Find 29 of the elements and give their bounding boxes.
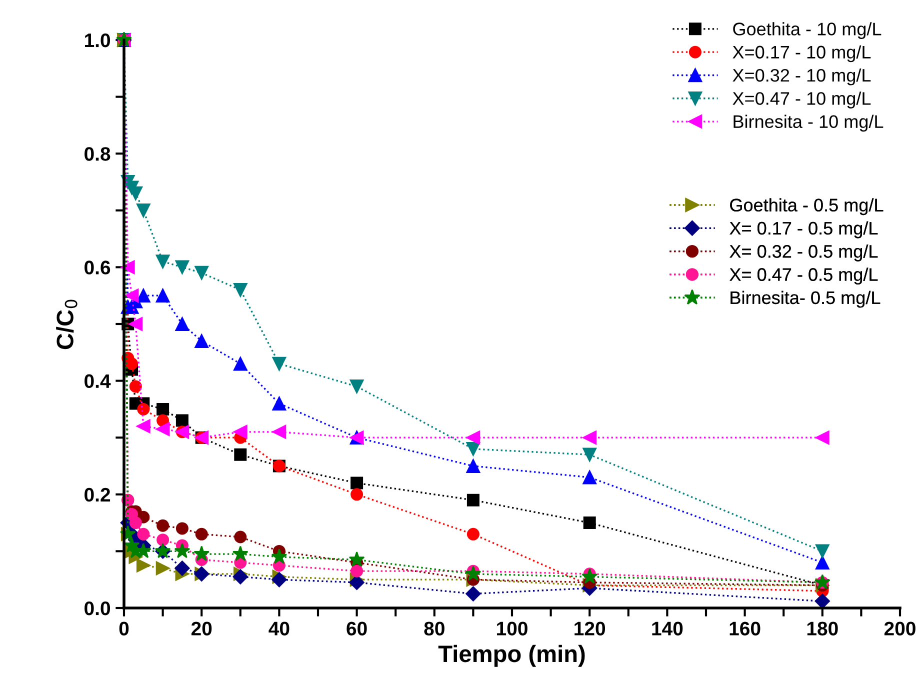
legend-label: Goethita - 0.5 mg/L (730, 198, 884, 216)
y-tick-label: 0.6 (84, 260, 110, 274)
y-tick-label: 0.8 (84, 147, 110, 161)
x-tick-label: 200 (884, 622, 916, 636)
x-tick-label: 60 (346, 622, 367, 636)
legend-label: Birnesita - 10 mg/L (734, 114, 884, 132)
legend-label: X=0.47 - 10 mg/L (732, 92, 871, 108)
x-tick-label: 20 (191, 622, 212, 636)
x-tick-label: 40 (268, 622, 290, 636)
x-tick-label: 0 (119, 622, 129, 636)
y-tick-label: 1.0 (85, 33, 110, 48)
x-tick-label: 100 (497, 622, 528, 636)
legend-label: Birnesita- 0.5 mg/L (730, 290, 880, 308)
x-axis-title: Tiempo (min) (438, 644, 585, 667)
x-tick-label: 140 (652, 622, 683, 636)
legend-label: X= 0.32 - 0.5 mg/L (730, 244, 878, 262)
x-tick-label: 160 (730, 622, 760, 636)
legend-label: X= 0.47 - 0.5 mg/L (730, 268, 878, 285)
y-tick-label: 0.2 (84, 488, 110, 502)
x-tick-label: 180 (807, 622, 838, 636)
legend-label: X=0.17 - 10 mg/L (732, 45, 871, 62)
y-tick-label: 0.4 (84, 374, 111, 388)
legend-label: X=0.32 - 10 mg/L (732, 68, 871, 86)
x-tick-label: 120 (574, 622, 606, 636)
y-axis-title: C/C$_{0}$ (56, 300, 78, 350)
legend-label: Goethita - 10 mg/L (733, 22, 882, 39)
x-tick-label: 80 (424, 622, 444, 636)
legend-label: X= 0.17 - 0.5 mg/L (730, 221, 878, 238)
y-tick-label: 0.0 (84, 601, 110, 616)
